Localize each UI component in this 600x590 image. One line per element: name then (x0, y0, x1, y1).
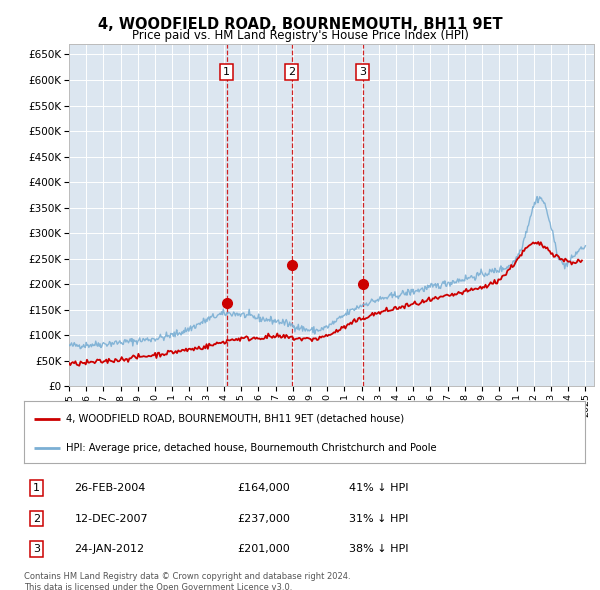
Text: Contains HM Land Registry data © Crown copyright and database right 2024.
This d: Contains HM Land Registry data © Crown c… (24, 572, 350, 590)
Text: 41% ↓ HPI: 41% ↓ HPI (349, 483, 409, 493)
Text: 2: 2 (288, 67, 295, 77)
Text: 1: 1 (223, 67, 230, 77)
Text: 12-DEC-2007: 12-DEC-2007 (74, 514, 148, 523)
Text: £237,000: £237,000 (237, 514, 290, 523)
Text: 26-FEB-2004: 26-FEB-2004 (74, 483, 146, 493)
Text: 1: 1 (33, 483, 40, 493)
Text: 31% ↓ HPI: 31% ↓ HPI (349, 514, 409, 523)
Text: £164,000: £164,000 (237, 483, 290, 493)
Text: 24-JAN-2012: 24-JAN-2012 (74, 544, 145, 554)
Text: 3: 3 (359, 67, 366, 77)
Text: 2: 2 (33, 514, 40, 523)
Text: Price paid vs. HM Land Registry's House Price Index (HPI): Price paid vs. HM Land Registry's House … (131, 30, 469, 42)
Text: 4, WOODFIELD ROAD, BOURNEMOUTH, BH11 9ET: 4, WOODFIELD ROAD, BOURNEMOUTH, BH11 9ET (98, 17, 502, 31)
Text: 4, WOODFIELD ROAD, BOURNEMOUTH, BH11 9ET (detached house): 4, WOODFIELD ROAD, BOURNEMOUTH, BH11 9ET… (66, 414, 404, 424)
Text: HPI: Average price, detached house, Bournemouth Christchurch and Poole: HPI: Average price, detached house, Bour… (66, 442, 437, 453)
Text: 38% ↓ HPI: 38% ↓ HPI (349, 544, 409, 554)
Text: £201,000: £201,000 (237, 544, 290, 554)
Text: 3: 3 (33, 544, 40, 554)
